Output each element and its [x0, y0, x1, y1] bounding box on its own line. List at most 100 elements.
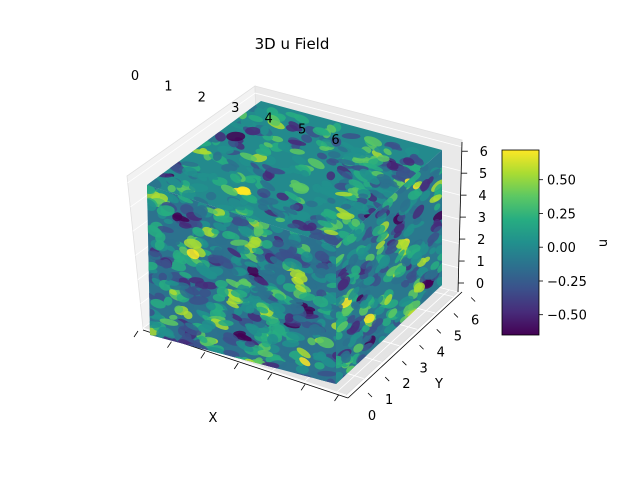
field-patch: [280, 354, 296, 364]
colorbar-tick-label: 0.00: [547, 241, 576, 256]
field-patch: [391, 273, 407, 285]
field-patch: [322, 139, 337, 148]
field-patch: [312, 295, 329, 308]
field-patch: [431, 170, 440, 180]
tick-mark: [167, 341, 172, 348]
field-patch: [335, 191, 353, 197]
field-patch: [264, 209, 279, 217]
field-patch: [363, 313, 375, 324]
field-patch: [401, 279, 410, 288]
field-patch: [276, 192, 289, 201]
field-patch: [362, 324, 370, 333]
field-patch: [326, 282, 336, 289]
field-patch: [212, 208, 226, 217]
field-patch: [375, 240, 386, 250]
field-patch: [316, 185, 332, 196]
field-patch: [284, 313, 294, 323]
field-patch: [300, 169, 310, 178]
field-patch: [433, 219, 442, 227]
field-patch: [169, 289, 178, 296]
field-patch: [430, 261, 440, 271]
field-patch: [251, 286, 268, 292]
field-patch: [351, 201, 369, 212]
field-patch: [239, 152, 257, 161]
field-patch: [399, 199, 411, 213]
field-patch: [342, 338, 351, 347]
tick-label: 3: [419, 361, 427, 376]
field-patch: [260, 125, 269, 136]
field-patch: [287, 223, 300, 229]
field-patch: [322, 234, 340, 246]
field-patch: [275, 217, 285, 223]
field-patch: [336, 331, 343, 340]
tick-label: 1: [385, 393, 393, 408]
field-patch: [226, 300, 239, 309]
field-patch: [314, 127, 331, 136]
field-patch: [307, 222, 317, 231]
field-patch: [286, 331, 305, 341]
field-patch: [165, 280, 179, 286]
field-patch: [189, 296, 209, 305]
tick-mark: [334, 394, 339, 402]
field-patch: [156, 205, 175, 217]
field-patch: [419, 190, 431, 202]
field-patch: [277, 142, 288, 150]
field-patch: [348, 286, 360, 301]
field-patch: [327, 197, 336, 204]
field-patch: [229, 173, 242, 184]
field-patch: [436, 261, 442, 274]
field-patch: [245, 305, 255, 314]
field-patch: [223, 332, 240, 345]
field-patch: [338, 212, 355, 220]
field-patch: [265, 155, 276, 166]
field-patch: [236, 245, 250, 255]
field-patch: [218, 320, 234, 327]
tick-label: 6: [331, 133, 339, 148]
field-patch: [302, 306, 316, 312]
grid-line: [336, 289, 450, 393]
field-patch: [232, 187, 252, 196]
field-patch: [191, 172, 210, 178]
colorbar-label: u: [596, 239, 611, 247]
field-patch: [299, 293, 316, 301]
field-patch: [284, 191, 302, 202]
field-patch: [299, 357, 311, 367]
field-patch: [319, 146, 330, 151]
field-patch: [413, 282, 425, 293]
field-patch: [294, 284, 307, 293]
field-patch: [351, 265, 361, 275]
field-patch: [230, 239, 249, 246]
field-patch: [351, 301, 359, 310]
tick-mark: [436, 329, 442, 334]
field-patch: [298, 234, 309, 243]
field-patch: [238, 279, 252, 287]
field-patch: [363, 276, 375, 286]
field-patch: [237, 332, 252, 342]
field-patch: [188, 183, 209, 193]
field-patch: [420, 179, 431, 192]
field-patch: [157, 225, 174, 234]
field-patch: [212, 151, 222, 161]
tick-label: 2: [477, 233, 485, 248]
field-patch: [147, 185, 156, 195]
field-patch: [326, 171, 336, 181]
field-patch: [288, 121, 303, 132]
field-patch: [394, 249, 405, 264]
field-patch: [375, 295, 384, 305]
field-patch: [429, 247, 436, 255]
field-patch: [365, 253, 375, 263]
field-patch: [205, 191, 217, 201]
field-patch: [319, 198, 328, 204]
field-patch: [235, 340, 254, 352]
field-patch: [371, 190, 386, 199]
field-patch: [341, 133, 361, 140]
field-patch: [337, 146, 348, 153]
field-patch: [289, 204, 300, 211]
field-patch: [226, 131, 246, 142]
field-patch: [163, 218, 173, 225]
field-patch: [357, 247, 367, 257]
tick-mark: [267, 373, 273, 380]
field-patch: [174, 305, 184, 314]
field-patch: [181, 180, 191, 187]
